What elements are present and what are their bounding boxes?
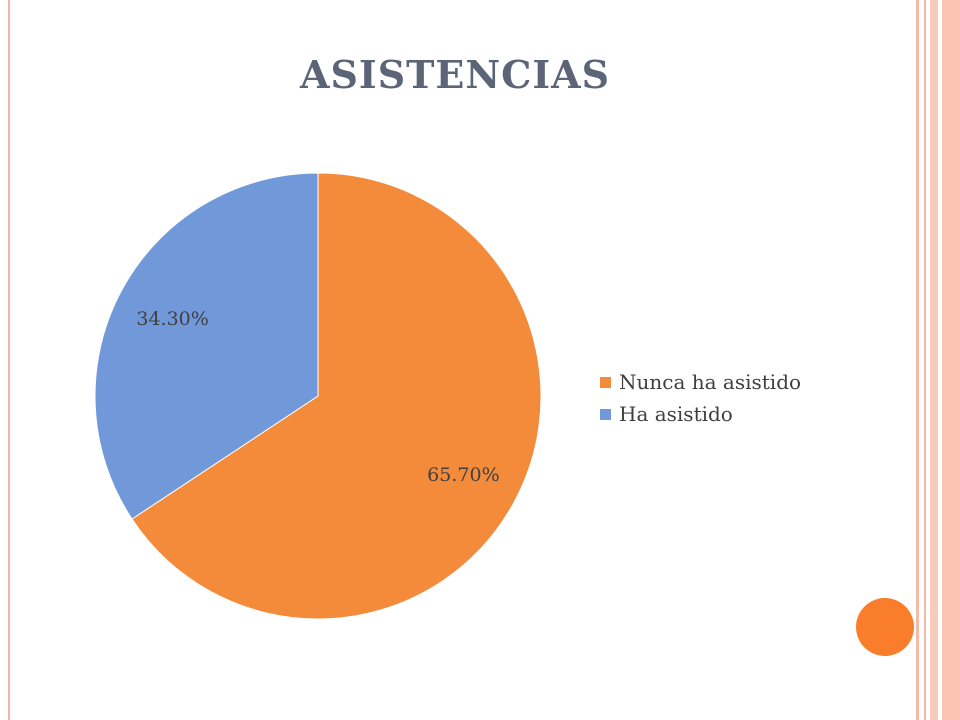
border-stripe (930, 0, 938, 720)
frame-left-line (8, 0, 10, 720)
legend-item-0: Nunca ha asistido (600, 366, 801, 398)
border-stripe (924, 0, 926, 720)
data-label-0: 65.70% (427, 464, 499, 486)
accent-dot (856, 598, 914, 656)
legend-swatch (600, 376, 611, 388)
data-label-1: 34.30% (136, 308, 208, 330)
legend-label: Nunca ha asistido (619, 370, 802, 394)
chart-title: ASISTENCIAS (300, 52, 611, 97)
decorative-border (916, 0, 960, 720)
legend-swatch (600, 408, 611, 420)
pie-slices (94, 172, 542, 620)
border-stripe (942, 0, 960, 720)
border-stripe (916, 0, 919, 720)
pie-data-labels: 65.70% 34.30% (136, 308, 499, 486)
chart-legend: Nunca ha asistido Ha asistido (600, 366, 801, 430)
legend-item-1: Ha asistido (600, 398, 801, 430)
legend-label: Ha asistido (619, 402, 733, 426)
pie-slice-0 (131, 172, 542, 620)
pie-slice-1 (94, 172, 319, 520)
